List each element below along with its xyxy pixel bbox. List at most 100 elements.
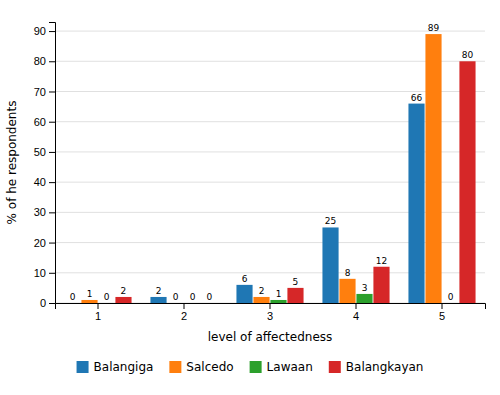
bar (356, 294, 372, 303)
x-tick-label: 3 (267, 310, 273, 322)
y-tick-label: 80 (34, 55, 46, 67)
y-tick-mark (49, 152, 55, 153)
data-label: 5 (293, 277, 299, 287)
legend-swatch (329, 361, 341, 373)
legend-swatch (169, 361, 181, 373)
bar (150, 297, 166, 303)
x-axis-title: level of affectedness (208, 330, 333, 344)
data-label: 66 (411, 93, 423, 103)
y-tick: 20 (34, 237, 55, 249)
legend: Balangiga Salcedo Lawaan Balangkayan (77, 360, 424, 374)
y-axis: 0 10 20 30 40 50 60 70 80 90 (34, 23, 56, 310)
bar (270, 300, 286, 303)
y-tick-mark (49, 61, 55, 62)
bar-series (81, 34, 441, 303)
bar (322, 227, 338, 303)
y-tick: 40 (34, 176, 55, 188)
grid-line (55, 61, 485, 62)
legend-item: Salcedo (169, 360, 233, 374)
y-tick-label: 70 (34, 86, 46, 98)
bar-series (270, 294, 372, 303)
y-tick-label: 40 (34, 176, 46, 188)
bar (184, 303, 200, 304)
legend-swatch (250, 361, 262, 373)
x-tick-label: 4 (353, 310, 359, 322)
y-axis-line (49, 23, 56, 304)
bar (201, 303, 217, 304)
chart: 0262566102889001302051280123450102030405… (0, 0, 500, 395)
data-label: 3 (362, 283, 368, 293)
bar (98, 303, 114, 304)
x-tick: 5 (439, 303, 445, 322)
bar (442, 303, 458, 304)
x-tick-label: 2 (181, 310, 187, 322)
y-tick-mark (49, 303, 55, 304)
data-label: 1 (276, 289, 282, 299)
x-axis-line (56, 304, 486, 310)
bar (64, 303, 80, 304)
x-axis: 1 2 3 4 5 (56, 303, 486, 322)
data-label: 0 (70, 292, 76, 302)
x-tick: 4 (353, 303, 359, 322)
bar-series (115, 61, 475, 303)
bar-series (150, 104, 424, 303)
y-tick-label: 30 (34, 206, 46, 218)
y-tick: 80 (34, 55, 55, 67)
x-tick-label: 1 (95, 310, 101, 322)
bar (373, 267, 389, 303)
y-tick: 90 (34, 25, 55, 37)
bar (459, 61, 475, 303)
data-label: 2 (156, 286, 162, 296)
data-label: 2 (259, 286, 265, 296)
x-tick: 3 (267, 303, 273, 322)
y-tick-label: 10 (34, 267, 46, 279)
bar (339, 279, 355, 303)
y-tick: 60 (34, 116, 55, 128)
y-tick-label: 50 (34, 146, 46, 158)
x-tick-label: 5 (439, 310, 445, 322)
bar (408, 104, 424, 303)
y-tick-mark (49, 182, 55, 183)
bar (253, 297, 269, 303)
x-tick-mark (270, 303, 271, 309)
y-tick-mark (49, 31, 55, 32)
y-tick-mark (49, 212, 55, 213)
x-tick: 2 (181, 303, 187, 322)
y-tick-label: 60 (34, 116, 46, 128)
bar (425, 34, 441, 303)
x-tick-mark (356, 303, 357, 309)
data-label: 2 (121, 286, 127, 296)
data-label: 0 (190, 292, 196, 302)
data-label: 1 (87, 289, 93, 299)
data-label: 80 (462, 50, 474, 60)
plot: 0262566102889001302051280123450102030405… (34, 23, 486, 322)
data-label: 0 (448, 292, 454, 302)
data-label: 12 (376, 256, 387, 266)
legend-label: Salcedo (186, 360, 233, 374)
legend-label: Balangiga (94, 360, 154, 374)
x-tick-mark (442, 303, 443, 309)
data-label: 6 (242, 274, 248, 284)
legend-label: Lawaan (267, 360, 313, 374)
y-tick: 50 (34, 146, 55, 158)
y-tick-mark (49, 273, 55, 274)
y-tick-mark (49, 243, 55, 244)
y-tick: 70 (34, 86, 55, 98)
bar (236, 285, 252, 303)
data-label: 89 (428, 23, 440, 33)
x-tick: 1 (95, 303, 101, 322)
y-tick-label: 90 (34, 25, 46, 37)
bar (287, 288, 303, 303)
y-tick-mark (49, 91, 55, 92)
y-tick: 0 (40, 297, 55, 309)
bar (115, 297, 131, 303)
data-label: 0 (173, 292, 179, 302)
legend-swatch (77, 361, 89, 373)
bar (81, 300, 97, 303)
legend-label: Balangkayan (346, 360, 424, 374)
y-tick: 30 (34, 206, 55, 218)
data-label: 0 (207, 292, 213, 302)
y-tick: 10 (34, 267, 55, 279)
grid-line (55, 31, 485, 32)
y-tick-label: 20 (34, 237, 46, 249)
